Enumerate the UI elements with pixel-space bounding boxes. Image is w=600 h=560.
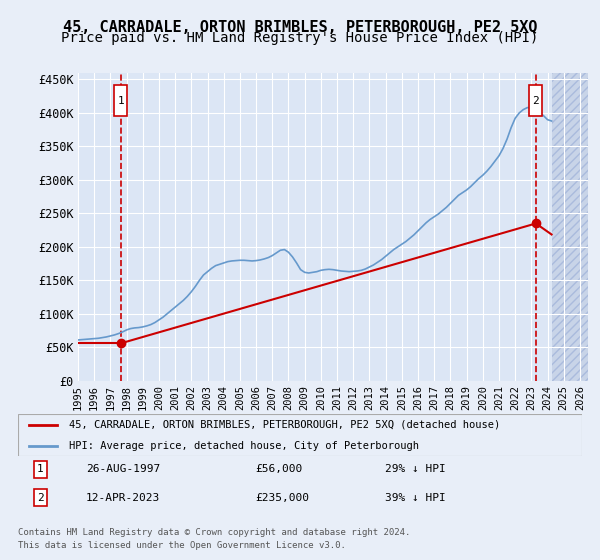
FancyBboxPatch shape xyxy=(34,460,47,478)
Text: This data is licensed under the Open Government Licence v3.0.: This data is licensed under the Open Gov… xyxy=(18,541,346,550)
Text: 1: 1 xyxy=(118,96,124,105)
Text: 1: 1 xyxy=(37,464,44,474)
Text: 2: 2 xyxy=(532,96,539,105)
Text: 45, CARRADALE, ORTON BRIMBLES, PETERBOROUGH, PE2 5XQ (detached house): 45, CARRADALE, ORTON BRIMBLES, PETERBORO… xyxy=(69,420,500,430)
Bar xyxy=(551,73,588,381)
Text: 29% ↓ HPI: 29% ↓ HPI xyxy=(385,464,445,474)
Text: 39% ↓ HPI: 39% ↓ HPI xyxy=(385,493,445,502)
Text: £235,000: £235,000 xyxy=(255,493,309,502)
Text: 2: 2 xyxy=(37,493,44,502)
Text: 45, CARRADALE, ORTON BRIMBLES, PETERBOROUGH, PE2 5XQ: 45, CARRADALE, ORTON BRIMBLES, PETERBORO… xyxy=(63,20,537,35)
Text: Contains HM Land Registry data © Crown copyright and database right 2024.: Contains HM Land Registry data © Crown c… xyxy=(18,528,410,537)
Text: 26-AUG-1997: 26-AUG-1997 xyxy=(86,464,160,474)
FancyBboxPatch shape xyxy=(529,85,542,116)
Text: Price paid vs. HM Land Registry's House Price Index (HPI): Price paid vs. HM Land Registry's House … xyxy=(61,31,539,45)
Text: 12-APR-2023: 12-APR-2023 xyxy=(86,493,160,502)
Text: HPI: Average price, detached house, City of Peterborough: HPI: Average price, detached house, City… xyxy=(69,441,419,451)
FancyBboxPatch shape xyxy=(115,85,127,116)
FancyBboxPatch shape xyxy=(34,489,47,506)
Text: £56,000: £56,000 xyxy=(255,464,302,474)
